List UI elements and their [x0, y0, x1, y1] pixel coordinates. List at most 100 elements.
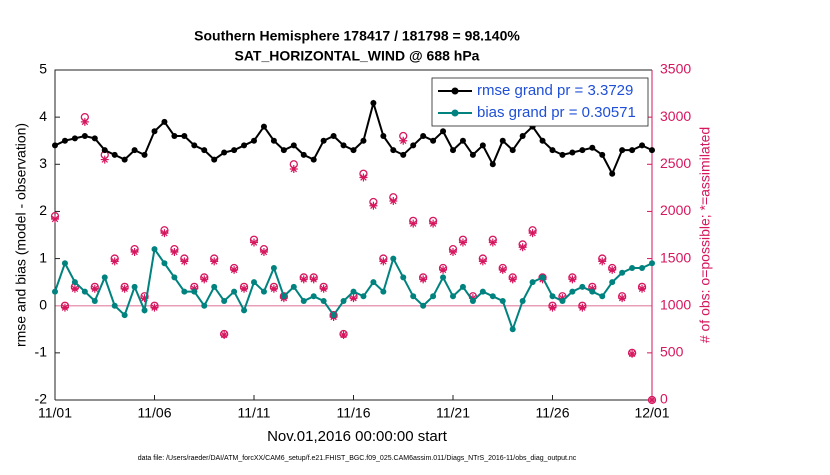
series-marker: [509, 147, 516, 154]
series-marker: [241, 307, 248, 314]
series-marker: [81, 288, 88, 295]
series-marker: [191, 288, 198, 295]
obs-assimilated-marker: [269, 284, 278, 293]
obs-assimilated-marker: [598, 257, 607, 266]
series-marker: [639, 142, 646, 149]
series-marker: [400, 151, 407, 158]
series-marker: [479, 288, 486, 295]
obs-assimilated-marker: [638, 284, 647, 293]
series-marker: [231, 147, 238, 154]
obs-assimilated-marker: [210, 257, 219, 266]
series-marker: [171, 133, 178, 139]
series-marker: [589, 288, 596, 295]
series-marker: [579, 147, 586, 154]
series-marker: [81, 133, 88, 139]
obs-assimilated-marker: [528, 229, 537, 238]
x-tick-label: 12/01: [634, 405, 669, 421]
series-marker: [370, 100, 377, 106]
y-tick-label: -2: [35, 391, 48, 407]
y2-axis-label: # of obs: o=possible; *=assimilated: [697, 127, 713, 343]
series-marker: [350, 288, 357, 295]
series-marker: [340, 142, 347, 149]
obs-assimilated-marker: [90, 284, 99, 293]
series-marker: [201, 147, 208, 154]
x-tick-label: 11/16: [337, 405, 371, 421]
y-tick-label: 2: [39, 202, 47, 218]
obs-assimilated-marker: [309, 275, 318, 284]
series-marker: [61, 137, 68, 144]
series-marker: [61, 260, 68, 267]
obs-assimilated-marker: [608, 265, 617, 274]
series-marker: [151, 246, 158, 253]
obs-assimilated-marker: [488, 238, 497, 247]
series-marker: [211, 283, 218, 290]
series-marker: [499, 137, 506, 144]
series-marker: [320, 298, 327, 304]
chart-subtitle: SAT_HORIZONTAL_WIND @ 688 hPa: [235, 48, 480, 64]
series-marker: [529, 279, 536, 286]
series-marker: [609, 170, 616, 177]
legend-marker: [451, 87, 459, 95]
series-marker: [579, 283, 586, 290]
obs-assimilated-marker: [120, 284, 129, 293]
series-marker: [221, 149, 228, 156]
obs-assimilated-marker: [419, 275, 428, 284]
obs-assimilated-marker: [618, 294, 627, 303]
obs-assimilated-marker: [299, 275, 308, 284]
series-marker: [559, 151, 566, 158]
series-marker: [71, 279, 78, 286]
y2-tick-label: 0: [660, 391, 668, 407]
series-marker: [450, 147, 456, 154]
series-marker: [290, 142, 297, 149]
series-marker: [310, 293, 317, 300]
series-marker: [300, 151, 307, 158]
series-marker: [649, 147, 655, 154]
series-marker: [420, 302, 427, 309]
obs-assimilated-marker: [369, 201, 378, 210]
obs-assimilated-marker: [130, 247, 139, 256]
series-marker: [330, 312, 337, 319]
series-marker: [639, 265, 646, 271]
series-marker: [320, 137, 327, 144]
series-marker: [569, 149, 576, 156]
series-marker: [509, 326, 516, 333]
obs-assimilated-marker: [140, 294, 149, 303]
series-marker: [539, 137, 546, 144]
series-marker: [479, 142, 486, 149]
series-marker: [489, 293, 496, 300]
series-marker: [519, 298, 526, 304]
series-marker: [91, 298, 98, 304]
series-marker: [181, 133, 188, 139]
series-marker: [589, 144, 596, 151]
obs-assimilated-marker: [518, 243, 527, 252]
series-marker: [400, 274, 407, 281]
series-marker: [280, 147, 287, 154]
series-marker: [350, 147, 357, 154]
series-marker: [380, 288, 387, 295]
x-tick-label: 11/11: [238, 405, 271, 421]
obs-assimilated-marker: [150, 303, 159, 312]
series-marker: [161, 260, 168, 267]
series-marker: [559, 298, 566, 304]
series-marker: [101, 274, 108, 281]
obs-assimilated-marker: [220, 330, 229, 339]
y-tick-label: -1: [35, 344, 48, 360]
obs-assimilated-marker: [578, 303, 587, 312]
legend-label: rmse grand pr = 3.3729: [477, 82, 633, 99]
obs-assimilated-marker: [458, 238, 467, 247]
series-marker: [430, 293, 437, 300]
series-marker: [489, 161, 496, 168]
obs-assimilated-marker: [60, 303, 69, 312]
y2-tick-label: 500: [660, 344, 684, 360]
series-marker: [360, 293, 367, 300]
series-marker: [251, 137, 257, 144]
series-marker: [131, 283, 138, 290]
series-marker: [71, 135, 78, 142]
series-marker: [330, 133, 337, 139]
series-marker: [549, 293, 556, 300]
series-marker: [340, 298, 347, 304]
obs-assimilated-marker: [319, 284, 328, 293]
series-marker: [440, 274, 447, 281]
obs-assimilated-marker: [548, 303, 557, 312]
